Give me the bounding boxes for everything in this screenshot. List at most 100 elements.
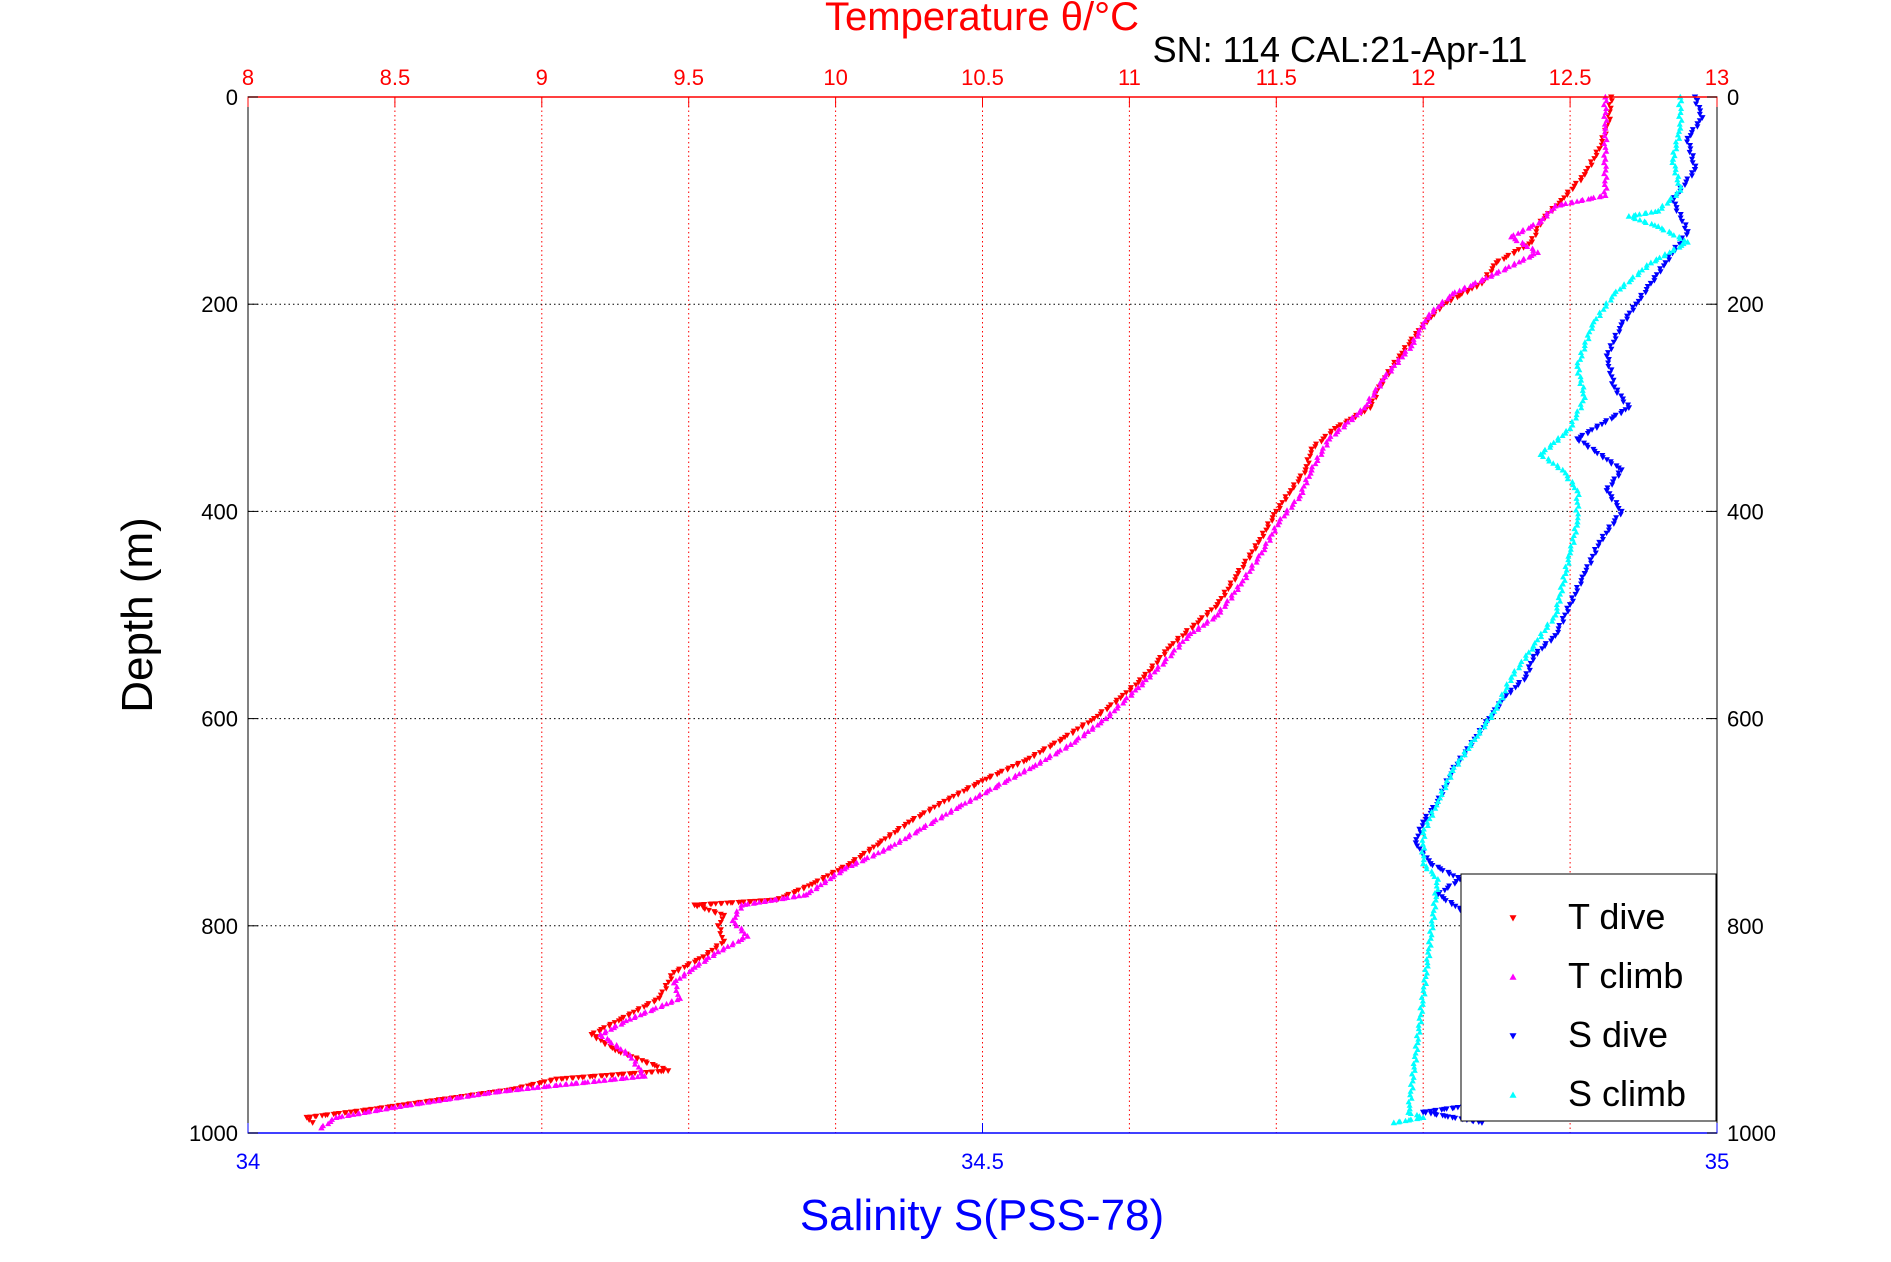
data-point: [656, 995, 663, 1002]
data-point: [1684, 139, 1691, 145]
data-point: [1147, 671, 1154, 677]
data-point: [361, 1109, 368, 1115]
data-point: [1530, 653, 1537, 660]
data-point: [1568, 199, 1575, 206]
data-point: [1189, 625, 1196, 631]
data-point: [344, 1112, 351, 1119]
data-point: [1402, 348, 1409, 354]
data-point: [1195, 620, 1202, 626]
data-point: [1128, 689, 1135, 696]
data-point: [1279, 500, 1286, 506]
data-point: [1020, 759, 1027, 765]
data-point: [1156, 654, 1163, 661]
data-point: [1577, 380, 1584, 387]
temperature-tick-label: 9.5: [673, 65, 704, 90]
data-point: [1580, 440, 1587, 447]
data-point: [1606, 102, 1613, 108]
data-point: [1657, 266, 1664, 272]
data-point: [1543, 213, 1550, 219]
data-point: [1593, 425, 1600, 431]
data-point: [1468, 739, 1475, 745]
data-point: [1620, 396, 1627, 402]
data-point: [1618, 393, 1625, 399]
data-point: [1341, 421, 1348, 427]
depth-tick-label-right: 0: [1727, 85, 1739, 110]
data-point: [1446, 770, 1453, 777]
data-point: [1260, 533, 1267, 540]
data-point: [1667, 230, 1674, 236]
data-point: [1215, 599, 1222, 605]
data-point: [1414, 1046, 1421, 1053]
data-point: [1481, 723, 1488, 730]
data-point: [1488, 273, 1495, 279]
data-point: [1624, 313, 1631, 320]
data-point: [1296, 476, 1303, 482]
data-point: [1644, 284, 1651, 290]
data-point: [1577, 178, 1584, 184]
data-point: [590, 1078, 597, 1084]
data-point: [1248, 565, 1255, 571]
data-point: [1652, 258, 1659, 264]
data-point: [1424, 822, 1431, 829]
data-point: [1518, 228, 1525, 235]
data-point: [1493, 705, 1500, 711]
data-point: [795, 892, 802, 899]
data-point: [1559, 466, 1566, 473]
data-point: [1309, 463, 1316, 470]
data-point: [1630, 307, 1637, 314]
data-point: [1608, 367, 1615, 373]
data-point: [1565, 560, 1572, 566]
data-point: [1585, 335, 1592, 342]
data-point: [1204, 612, 1211, 618]
data-point: [713, 945, 720, 951]
data-point: [1526, 667, 1533, 674]
data-point: [1601, 170, 1608, 177]
data-point: [885, 844, 892, 851]
data-point: [1539, 453, 1546, 460]
legend-box: [1460, 873, 1717, 1122]
data-point: [1697, 108, 1704, 114]
data-point: [1573, 507, 1580, 513]
data-point: [1679, 218, 1686, 225]
data-point: [1217, 609, 1224, 615]
data-point: [1161, 649, 1168, 655]
data-point: [1249, 549, 1256, 555]
legend-marker-s-climb: [1509, 1091, 1517, 1098]
chart-title: Temperature θ/°C: [825, 0, 1139, 39]
data-point: [1085, 728, 1092, 734]
data-point: [1488, 711, 1495, 717]
data-point: [1097, 719, 1104, 726]
data-point: [1635, 298, 1642, 305]
data-point: [1283, 510, 1290, 516]
data-point: [1603, 353, 1611, 360]
data-point: [1581, 339, 1588, 345]
data-point: [1135, 684, 1142, 691]
data-point: [950, 793, 957, 800]
data-point: [916, 814, 923, 820]
data-point: [1547, 207, 1554, 214]
data-point: [733, 922, 740, 929]
data-point: [1605, 360, 1612, 366]
data-point: [1552, 611, 1559, 618]
data-point: [663, 1000, 670, 1007]
data-point: [1423, 956, 1430, 962]
data-point: [1429, 924, 1436, 931]
data-point: [1652, 208, 1659, 215]
data-point: [1622, 407, 1629, 413]
data-point: [1272, 528, 1279, 534]
data-point: [1429, 910, 1436, 917]
data-point: [695, 962, 702, 968]
data-point: [674, 996, 681, 1003]
data-point: [1687, 146, 1694, 152]
data-point: [1675, 173, 1682, 179]
data-point: [312, 1114, 319, 1120]
data-point: [1546, 458, 1553, 464]
data-point: [1407, 345, 1414, 351]
data-point: [1467, 742, 1474, 748]
y-axis-label: Depth (m): [113, 517, 162, 713]
data-point: [1270, 512, 1277, 518]
data-point: [1588, 560, 1595, 567]
data-point: [614, 1044, 621, 1050]
data-point: [1657, 269, 1664, 275]
data-point: [1597, 312, 1604, 318]
